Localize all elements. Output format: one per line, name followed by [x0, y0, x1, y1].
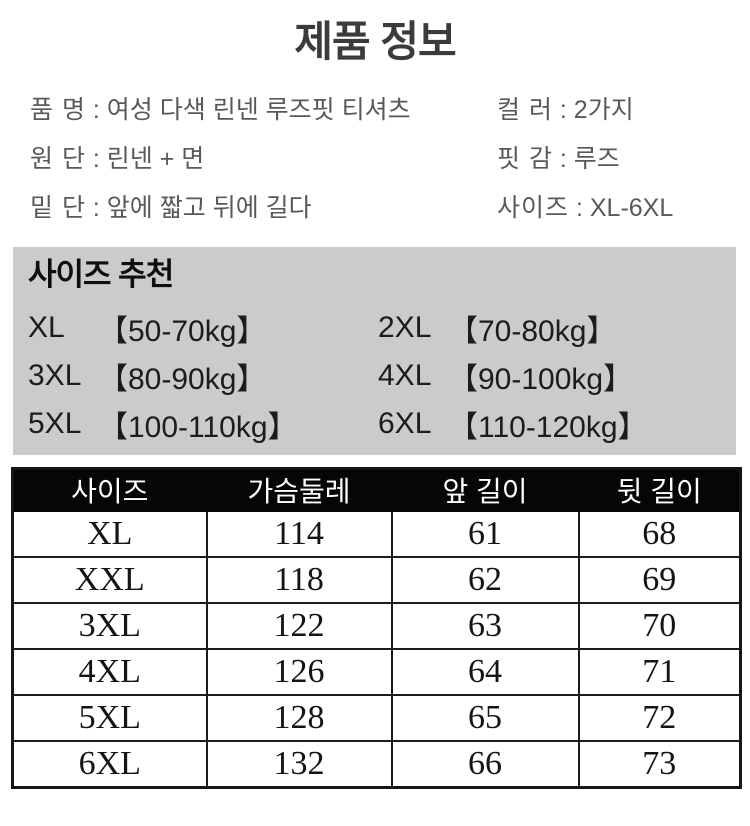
- spec-separator: :: [85, 194, 107, 222]
- reco-item-6xl: 6XL 【110-120kg】: [378, 400, 736, 448]
- spec-separator: :: [85, 145, 107, 173]
- spec-value: 루즈: [573, 145, 620, 173]
- spec-separator: :: [569, 194, 590, 222]
- reco-weight-range: 【90-100kg】: [448, 363, 634, 396]
- reco-weight-range: 【110-120kg】: [448, 411, 648, 444]
- table-cell: 122: [205, 602, 393, 650]
- reco-item-3xl: 3XL 【80-90kg】: [28, 352, 378, 400]
- table-cell: 5XL: [11, 694, 208, 742]
- table-row: 5XL 128 65 72: [11, 694, 742, 742]
- spec-row-size-range: 사이즈 : XL-6XL: [497, 195, 737, 222]
- spec-label: 원 단: [30, 145, 86, 173]
- reco-weight-range: 【70-80kg】: [448, 315, 617, 348]
- spec-list-right: 컬 러 : 2가지 핏 감 : 루즈 사이즈 : XL-6XL: [497, 97, 737, 244]
- spec-row-fit: 핏 감 : 루즈: [497, 146, 737, 173]
- size-recommendation-title: 사이즈 추천: [28, 257, 174, 292]
- table-cell: 61: [390, 510, 580, 558]
- reco-size: 5XL: [28, 407, 82, 440]
- reco-size: 4XL: [378, 359, 432, 392]
- table-row: 6XL 132 66 73: [11, 740, 742, 789]
- page-title: 제품 정보: [294, 18, 456, 65]
- header-cell-size: 사이즈: [11, 467, 208, 512]
- table-cell: 128: [205, 694, 393, 742]
- table-cell: 66: [390, 740, 580, 789]
- table-cell: 70: [577, 602, 742, 650]
- table-cell: 132: [205, 740, 393, 789]
- spec-row-product-name: 품 명 : 여성 다색 린넨 루즈핏 티셔츠: [30, 97, 470, 124]
- table-cell: 63: [390, 602, 580, 650]
- spec-label: 컬 러: [497, 96, 553, 124]
- spec-label: 사이즈: [497, 194, 570, 222]
- table-cell: 72: [577, 694, 742, 742]
- spec-separator: :: [552, 96, 574, 124]
- reco-size: 3XL: [28, 359, 82, 392]
- reco-item-2xl: 2XL 【70-80kg】: [378, 304, 736, 352]
- table-cell: 64: [390, 648, 580, 696]
- spec-value: 여성 다색 린넨 루즈핏 티셔츠: [106, 96, 411, 124]
- reco-weight-range: 【100-110kg】: [98, 411, 298, 444]
- reco-weight-range: 【80-90kg】: [98, 363, 267, 396]
- spec-label: 품 명: [30, 96, 86, 124]
- size-chart-table: 사이즈 가슴둘레 앞 길이 뒷 길이 XL 114 61 68 XXL 118 …: [11, 467, 742, 789]
- reco-size: 2XL: [378, 311, 432, 344]
- spec-separator: :: [85, 96, 107, 124]
- header-cell-back-length: 뒷 길이: [577, 467, 742, 512]
- header-cell-chest: 가슴둘레: [205, 467, 393, 512]
- size-table-body: XL 114 61 68 XXL 118 62 69 3XL 122 63 70…: [11, 510, 742, 789]
- table-cell: XL: [11, 510, 208, 558]
- spec-row-hem: 밑 단 : 앞에 짧고 뒤에 길다: [30, 195, 470, 222]
- size-recommendation-grid: XL 【50-70kg】 2XL 【70-80kg】 3XL 【80-90kg】 4X…: [28, 304, 736, 448]
- spec-value: XL-6XL: [589, 194, 674, 222]
- spec-value: 2가지: [573, 96, 634, 124]
- size-table-header: 사이즈 가슴둘레 앞 길이 뒷 길이: [11, 467, 742, 512]
- spec-row-fabric: 원 단 : 린넨 + 면: [30, 146, 470, 173]
- table-cell: 126: [205, 648, 393, 696]
- table-cell: 3XL: [11, 602, 208, 650]
- table-row: 3XL 122 63 70: [11, 602, 742, 650]
- table-row: XXL 118 62 69: [11, 556, 742, 604]
- spec-label: 밑 단: [30, 194, 86, 222]
- spec-separator: :: [552, 145, 574, 173]
- table-cell: 4XL: [11, 648, 208, 696]
- size-recommendation-box: 사이즈 추천 XL 【50-70kg】 2XL 【70-80kg】 3XL 【80-9…: [13, 247, 736, 455]
- table-cell: 69: [577, 556, 742, 604]
- reco-weight-range: 【50-70kg】: [98, 315, 267, 348]
- table-cell: XXL: [11, 556, 208, 604]
- reco-size: 6XL: [378, 407, 432, 440]
- table-row: 4XL 126 64 71: [11, 648, 742, 696]
- spec-row-color: 컬 러 : 2가지: [497, 97, 737, 124]
- reco-item-4xl: 4XL 【90-100kg】: [378, 352, 736, 400]
- reco-size: XL: [28, 311, 65, 344]
- table-cell: 62: [390, 556, 580, 604]
- table-cell: 65: [390, 694, 580, 742]
- table-cell: 114: [205, 510, 393, 558]
- table-cell: 118: [205, 556, 393, 604]
- table-header-row: 사이즈 가슴둘레 앞 길이 뒷 길이: [11, 467, 742, 512]
- spec-list-left: 품 명 : 여성 다색 린넨 루즈핏 티셔츠 원 단 : 린넨 + 면 밑 단 …: [30, 97, 470, 244]
- table-row: XL 114 61 68: [11, 510, 742, 558]
- spec-value: 앞에 짧고 뒤에 길다: [106, 194, 312, 222]
- header-cell-front-length: 앞 길이: [390, 467, 580, 512]
- reco-item-xl: XL 【50-70kg】: [28, 304, 378, 352]
- table-cell: 6XL: [11, 740, 208, 789]
- table-cell: 71: [577, 648, 742, 696]
- reco-item-5xl: 5XL 【100-110kg】: [28, 400, 378, 448]
- table-cell: 68: [577, 510, 742, 558]
- spec-label: 핏 감: [497, 145, 553, 173]
- table-cell: 73: [577, 740, 742, 789]
- spec-value: 린넨 + 면: [106, 145, 205, 173]
